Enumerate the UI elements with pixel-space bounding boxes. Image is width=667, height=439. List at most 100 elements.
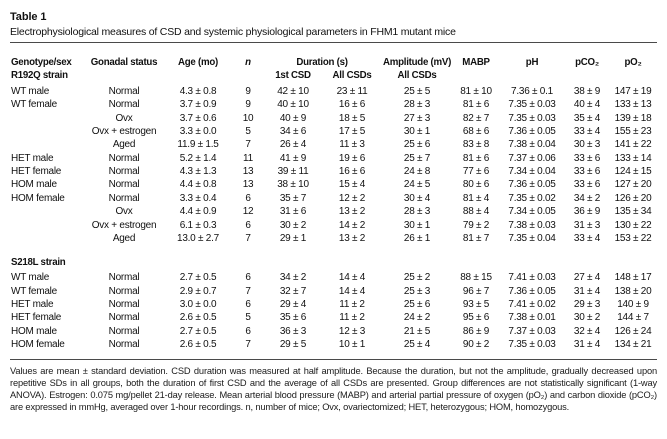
header-spacer xyxy=(163,69,233,85)
table-cell: 3.3 ± 0.0 xyxy=(179,125,217,137)
table-cell: 147 ± 19 xyxy=(614,85,652,97)
table-cell: 4.4 ± 0.9 xyxy=(179,206,217,218)
table-row: HOM female Normal 3.3 ± 0.4 6 35 ± 7 12 ± 2 30… xyxy=(10,192,657,205)
table-cell xyxy=(10,139,85,152)
table-cell: 7.37 ± 0.03 xyxy=(508,325,556,337)
table-row: Ovx 4.4 ± 0.9 12 31 ± 6 13 ± 2 28 ± 3 88 ± 4 7.… xyxy=(10,205,657,218)
table-cell: 93 ± 5 xyxy=(462,299,490,310)
table-cell: HOM male xyxy=(11,325,57,337)
table-row: HET male Normal 3.0 ± 0.0 6 29 ± 4 11 ± 2 25 ±… xyxy=(10,298,657,311)
table-cell: 7.36 ± 0.05 xyxy=(508,285,556,297)
table-cell: 155 ± 23 xyxy=(614,125,652,137)
table-cell: 6 xyxy=(245,219,251,231)
table-cell: Normal xyxy=(108,85,140,97)
table-cell: 25 ± 4 xyxy=(403,339,431,351)
table-cell: 7 xyxy=(245,139,251,151)
table-cell: Ovx + estrogen xyxy=(91,125,157,137)
table-cell: 40 ± 9 xyxy=(279,112,307,124)
table-cell: 25 ± 6 xyxy=(403,139,431,151)
table-cell: 28 ± 3 xyxy=(403,206,431,218)
table-cell: 33 ± 4 xyxy=(573,232,601,244)
table-cell: 25 ± 6 xyxy=(403,299,431,310)
table-cell: 7.37 ± 0.06 xyxy=(508,152,556,164)
table-cell: 2.7 ± 0.5 xyxy=(179,325,217,337)
table-cell: 19 ± 6 xyxy=(338,152,366,164)
table-cell: 7.36 ± 0.05 xyxy=(508,125,556,137)
table-cell: 3.7 ± 0.9 xyxy=(179,99,217,111)
table-cell: 31 ± 3 xyxy=(573,219,601,231)
table-row: HOM male Normal 2.7 ± 0.5 6 36 ± 3 12 ± 3 21 ±… xyxy=(10,325,657,338)
table-cell: 138 ± 20 xyxy=(614,285,652,297)
table-cell: 88 ± 15 xyxy=(460,272,492,284)
col-header-genotype: Genotype/sex xyxy=(11,56,72,68)
table-row: Aged 11.9 ± 1.5 7 26 ± 4 11 ± 3 25 ± 6 83 ± 8 7… xyxy=(10,139,657,152)
table-cell: 77 ± 6 xyxy=(462,166,490,177)
table-cell: Aged xyxy=(112,232,136,244)
col-header-pco2: pCO₂ xyxy=(575,56,599,68)
table-cell: 13 xyxy=(242,166,254,177)
table-cell: 10 xyxy=(242,112,254,124)
table-cell: 34 ± 2 xyxy=(573,192,601,204)
table-cell: 7.35 ± 0.04 xyxy=(508,232,556,244)
table-cell: 33 ± 6 xyxy=(573,152,601,164)
header-spacer xyxy=(499,69,565,85)
table-cell: 30 ± 1 xyxy=(403,125,431,137)
table-cell: 27 ± 3 xyxy=(403,112,431,124)
table-cell: Normal xyxy=(108,272,140,284)
col-subheader-duration-all-csds: All CSDs xyxy=(332,70,372,82)
table-cell: 3.7 ± 0.6 xyxy=(179,112,217,124)
table-cell: 11.9 ± 1.5 xyxy=(177,139,219,151)
header-spacer xyxy=(609,69,657,85)
header-spacer xyxy=(85,69,163,85)
table-cell: 33 ± 4 xyxy=(573,125,601,137)
table-cell: 36 ± 3 xyxy=(279,325,307,337)
table-cell: 18 ± 5 xyxy=(338,112,366,124)
table-cell: HET male xyxy=(11,299,54,310)
table-cell: 7.38 ± 0.04 xyxy=(508,139,556,151)
table-cell: 7.38 ± 0.01 xyxy=(508,312,556,324)
table-cell: HOM female xyxy=(11,339,65,351)
table-cell: Ovx xyxy=(115,206,133,218)
table-cell: 96 ± 7 xyxy=(462,285,490,297)
table-cell: 6 xyxy=(245,272,251,284)
table-cell: Normal xyxy=(108,166,140,177)
section-header-row: S218L strain xyxy=(10,246,657,272)
table-cell: 144 ± 7 xyxy=(617,312,649,324)
table-cell: 26 ± 1 xyxy=(403,232,431,244)
table-cell: 4.4 ± 0.8 xyxy=(179,179,217,191)
table-cell: 140 ± 9 xyxy=(617,299,649,310)
table-row: HET female Normal 2.6 ± 0.5 5 35 ± 6 11 ± 2 24… xyxy=(10,312,657,325)
table-cell: 7.35 ± 0.03 xyxy=(508,339,556,351)
table-cell: 86 ± 9 xyxy=(462,325,490,337)
table-cell: 68 ± 6 xyxy=(462,125,490,137)
table-cell: 133 ± 13 xyxy=(614,99,652,111)
section-title-s218l: S218L strain xyxy=(11,256,66,268)
table-cell: 21 ± 5 xyxy=(403,325,431,337)
table-cell: 30 ± 2 xyxy=(573,312,601,324)
table-cell: 6 xyxy=(245,299,251,310)
table-cell: 16 ± 6 xyxy=(338,166,366,177)
table-cell: 7 xyxy=(245,232,251,244)
table-cell: 29 ± 4 xyxy=(279,299,307,310)
table-cell: 13.0 ± 2.7 xyxy=(177,232,219,244)
section-title-r192q: R192Q strain xyxy=(11,70,68,82)
table-cell: 29 ± 1 xyxy=(279,232,307,244)
table-cell: Normal xyxy=(108,152,140,164)
table-cell: 130 ± 22 xyxy=(614,219,652,231)
table-cell: HET female xyxy=(11,166,62,177)
table-row: WT female Normal 2.9 ± 0.7 7 32 ± 7 14 ± 4 25 … xyxy=(10,285,657,298)
table-cell: 127 ± 20 xyxy=(614,179,652,191)
table-cell: 39 ± 11 xyxy=(277,166,309,177)
table-cell: 153 ± 22 xyxy=(614,232,652,244)
table-cell: 12 ± 3 xyxy=(338,325,366,337)
table-cell: 7.36 ± 0.1 xyxy=(511,85,553,97)
table-cell: 27 ± 4 xyxy=(573,272,601,284)
table-cell: 6 xyxy=(245,192,251,204)
table-cell: 12 xyxy=(242,206,254,218)
table-cell: 81 ± 7 xyxy=(462,232,490,244)
table-cell: 14 ± 4 xyxy=(338,272,366,284)
table-cell: 35 ± 6 xyxy=(279,312,307,324)
table-cell: 5 xyxy=(245,125,251,137)
header-spacer xyxy=(233,69,263,85)
table-cell: 31 ± 4 xyxy=(573,339,601,351)
